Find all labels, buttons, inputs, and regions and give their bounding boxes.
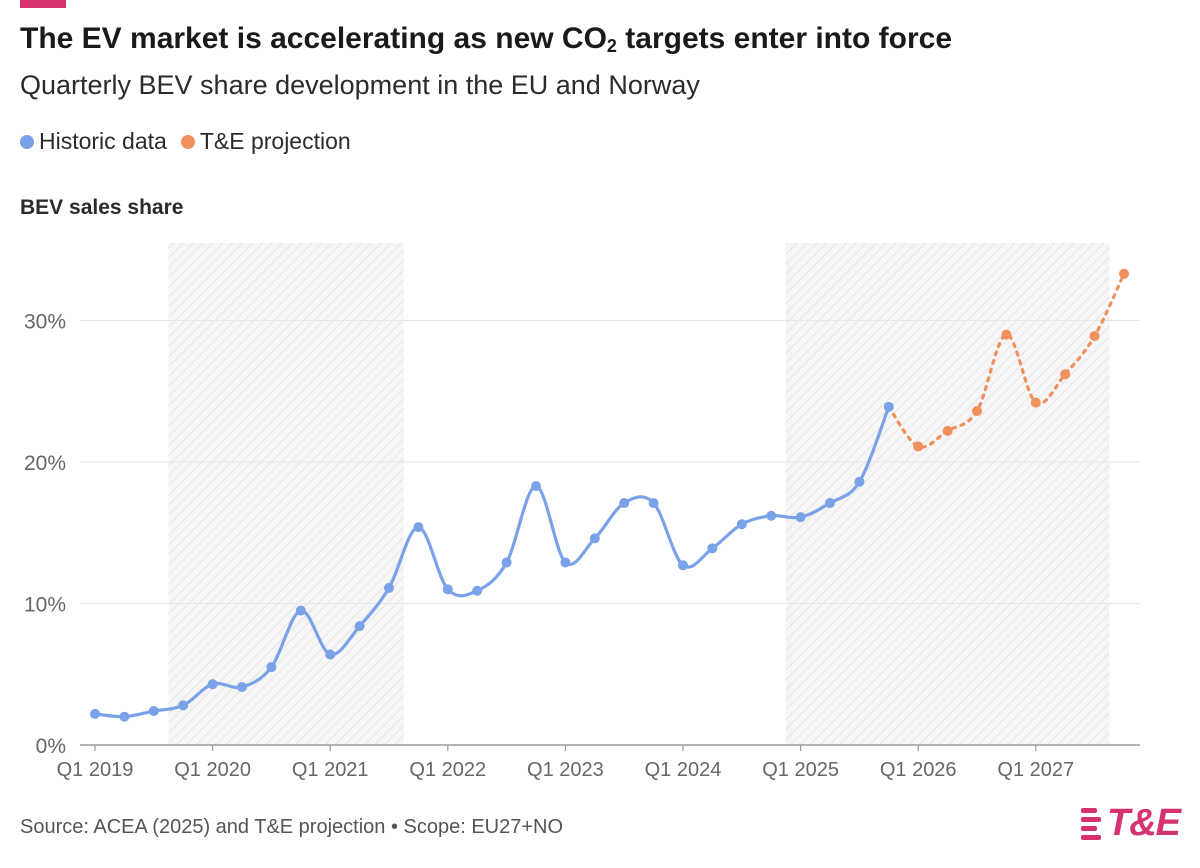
shaded-period-1 (785, 243, 1110, 745)
y-tick-label: 20% (24, 452, 66, 475)
historic-data-point (883, 401, 894, 412)
x-tick-label: Q1 2022 (409, 759, 486, 781)
projection-data-point (1119, 268, 1129, 279)
legend-item-projection: T&E projection (180, 128, 351, 155)
x-tick-label: Q1 2020 (174, 759, 251, 781)
chart-subtitle: Quarterly BEV share development in the E… (20, 70, 700, 100)
historic-data-point (384, 582, 394, 593)
series-line-historic (93, 405, 891, 719)
legend-swatch-projection (180, 134, 195, 149)
historic-data-point (178, 700, 189, 711)
historic-data-point (354, 621, 365, 632)
x-tick-label: Q1 2024 (645, 759, 722, 781)
historic-data-point (795, 512, 806, 523)
x-tick-label: Q1 2021 (292, 759, 369, 781)
line-chart: 0% 10% 20% 30% Q1 2019 Q1 2020 Q1 2021 Q1 2022 Q… (24, 243, 1140, 781)
shaded-period-0 (168, 243, 404, 745)
x-tick-label: Q1 2019 (57, 759, 134, 781)
historic-data-point (472, 585, 483, 596)
projection-data-point (1001, 329, 1012, 340)
y-tick-label: 0% (36, 735, 66, 758)
projection-data-point (942, 425, 953, 436)
historic-data-point (648, 498, 659, 509)
legend-item-historic: Historic data (20, 128, 167, 155)
brand-wordmark: T&E (1107, 802, 1181, 844)
historic-data-point (266, 662, 277, 673)
historic-data-point (766, 510, 777, 521)
x-tick-label: Q1 2025 (762, 759, 839, 781)
historic-data-point (237, 681, 247, 692)
historic-data-point (560, 557, 571, 568)
x-tick-label: Q1 2026 (880, 759, 957, 781)
projection-data-point (1030, 397, 1041, 408)
historic-data-point (501, 557, 512, 568)
brand-logo: T&E (1081, 802, 1181, 845)
brand-stripes-icon (1081, 806, 1101, 842)
legend-label-projection: T&E projection (199, 128, 351, 154)
projection-data-point (972, 406, 982, 417)
chart-title: The EV market is accelerating as new CO2… (20, 22, 953, 56)
projection-data-point (1089, 331, 1100, 342)
x-tick-label: Q1 2027 (997, 759, 1074, 781)
historic-data-point (90, 708, 100, 719)
historic-data-point (531, 481, 541, 492)
series-line-projection (887, 272, 1126, 449)
y-axis-title: BEV sales share (20, 196, 184, 219)
projection-data-point (1060, 369, 1071, 380)
historic-data-point (589, 533, 600, 544)
historic-data-point (619, 498, 630, 509)
historic-data-point (678, 560, 688, 571)
historic-data-point (707, 543, 718, 554)
historic-data-point (736, 519, 747, 530)
historic-data-point (442, 584, 453, 595)
historic-data-point (295, 605, 306, 616)
historic-data-point (325, 649, 336, 660)
y-tick-label: 10% (24, 594, 66, 617)
historic-data-point (119, 711, 130, 722)
historic-data-point (148, 706, 159, 717)
projection-data-point (913, 441, 924, 452)
source-note: Source: ACEA (2025) and T&E projection •… (20, 816, 564, 838)
historic-data-point (207, 679, 218, 690)
legend: Historic data T&E projection (20, 128, 365, 155)
historic-data-point (413, 522, 424, 533)
brand-accent-bar (20, 0, 66, 8)
y-tick-label: 30% (24, 311, 66, 334)
legend-swatch-historic (20, 134, 34, 149)
historic-data-point (854, 476, 865, 487)
legend-label-historic: Historic data (39, 128, 167, 154)
historic-data-point (825, 498, 835, 509)
x-tick-label: Q1 2023 (527, 759, 604, 781)
